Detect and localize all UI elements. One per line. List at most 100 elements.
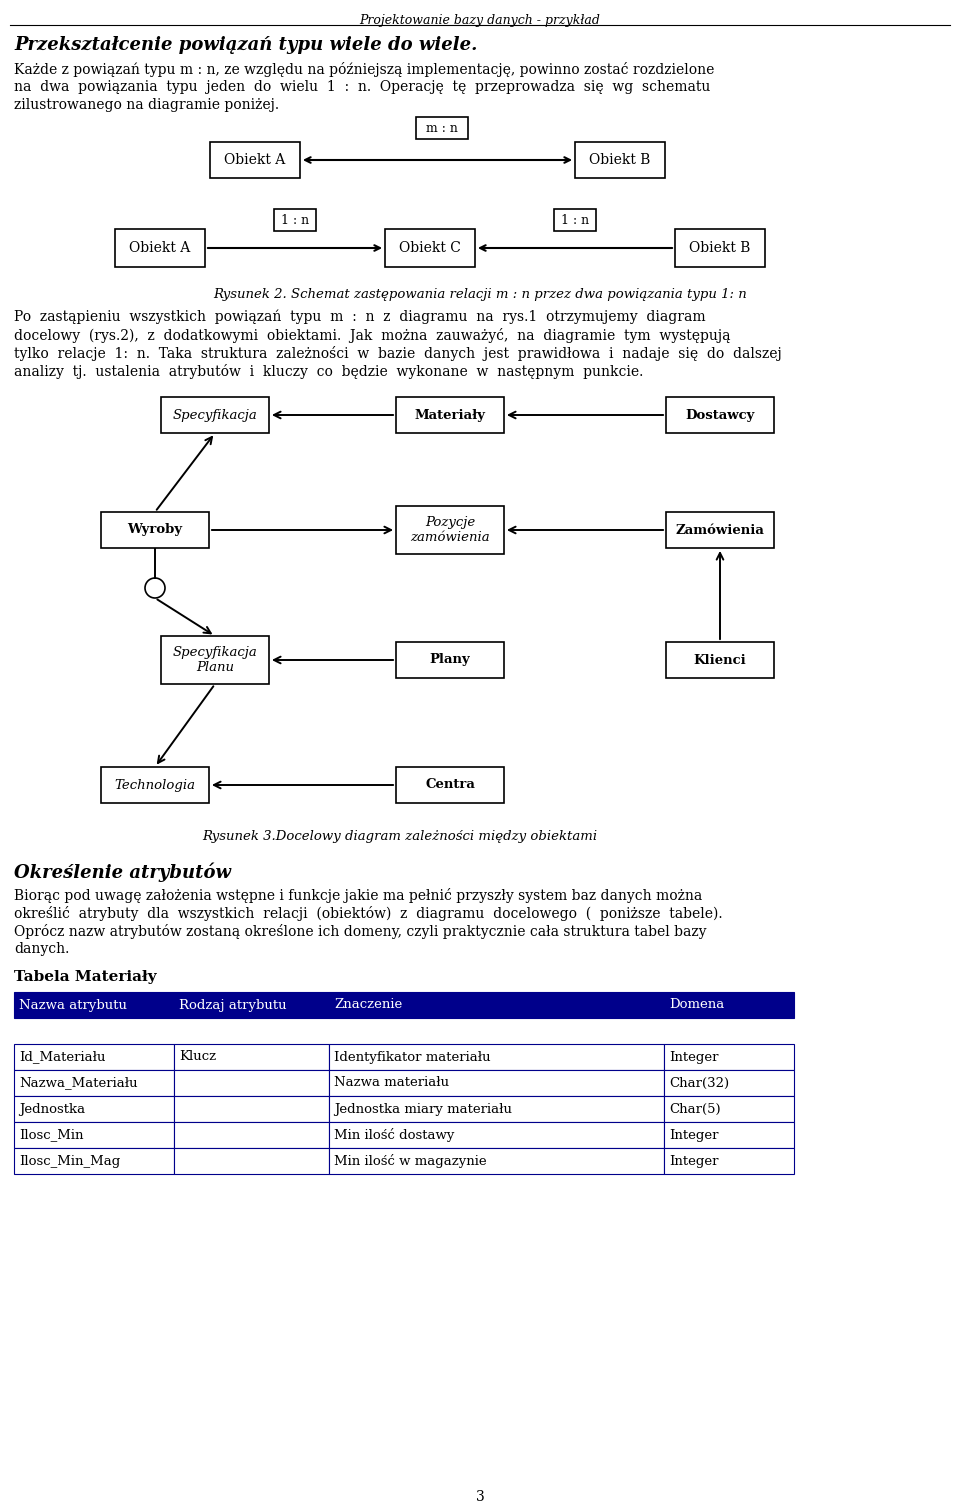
Text: Każde z powiązań typu m : n, ze względu na późniejszą implementację, powinno zos: Każde z powiązań typu m : n, ze względu … [14,62,714,77]
Text: Rodzaj atrybutu: Rodzaj atrybutu [179,998,287,1012]
Bar [274,208,316,231]
Text: Materiały: Materiały [415,409,486,421]
Bar [14,992,174,1018]
Bar [14,1096,174,1122]
Bar [174,1043,329,1071]
Bar [666,642,774,678]
Bar [210,142,300,178]
Bar [664,1071,794,1096]
Text: Integer: Integer [669,1155,718,1167]
Bar [101,767,209,803]
Text: Plany: Plany [430,654,470,666]
Text: Biorąc pod uwagę założenia wstępne i funkcje jakie ma pełnić przyszły system baz: Biorąc pod uwagę założenia wstępne i fun… [14,888,703,903]
Bar [329,1043,664,1071]
Text: Id_Materiału: Id_Materiału [19,1051,106,1063]
Text: Domena: Domena [669,998,724,1012]
Text: 1 : n: 1 : n [561,213,589,226]
Text: Min ilość w magazynie: Min ilość w magazynie [334,1154,487,1169]
Bar [329,1071,664,1096]
Text: Obiekt C: Obiekt C [399,242,461,255]
Text: Projektowanie bazy danych - przykład: Projektowanie bazy danych - przykład [360,14,600,27]
Text: danych.: danych. [14,942,69,956]
Text: Jednostka miary materiału: Jednostka miary materiału [334,1102,512,1116]
Text: Obiekt A: Obiekt A [225,153,286,168]
Text: docelowy  (rys.2),  z  dodatkowymi  obiektami.  Jak  można  zauważyć,  na  diagr: docelowy (rys.2), z dodatkowymi obiektam… [14,328,731,343]
Bar [396,397,504,433]
Text: Oprócz nazw atrybutów zostaną określone ich domeny, czyli praktycznie cała struk: Oprócz nazw atrybutów zostaną określone … [14,924,707,939]
Bar [416,116,468,139]
Text: Integer: Integer [669,1051,718,1063]
Bar [101,512,209,548]
Text: Wyroby: Wyroby [128,524,182,536]
Text: Jednostka: Jednostka [19,1102,85,1116]
Text: Dostawcy: Dostawcy [685,409,755,421]
Text: m : n: m : n [426,121,458,134]
Text: zilustrowanego na diagramie poniżej.: zilustrowanego na diagramie poniżej. [14,98,279,112]
Text: Char(32): Char(32) [669,1077,730,1090]
Text: Nazwa materiału: Nazwa materiału [334,1077,449,1090]
Text: Zamówienia: Zamówienia [676,524,764,536]
Text: Tabela Materiały: Tabela Materiały [14,969,156,985]
Text: Obiekt A: Obiekt A [130,242,191,255]
Bar [14,1148,174,1173]
Bar [329,1122,664,1148]
Text: Przekształcenie powiązań typu wiele do wiele.: Przekształcenie powiązań typu wiele do w… [14,36,477,54]
Bar [385,230,475,267]
Text: Nazwa_Materiału: Nazwa_Materiału [19,1077,137,1090]
Text: tylko  relacje  1:  n.  Taka  struktura  zależności  w  bazie  danych  jest  pra: tylko relacje 1: n. Taka struktura zależ… [14,346,781,361]
Bar [666,397,774,433]
Bar [329,1148,664,1173]
Text: Rysunek 2. Schemat zastępowania relacji m : n przez dwa powiązania typu 1: n: Rysunek 2. Schemat zastępowania relacji … [213,288,747,300]
Text: analizy  tj.  ustalenia  atrybutów  i  kluczy  co  będzie  wykonane  w  następny: analizy tj. ustalenia atrybutów i kluczy… [14,364,643,379]
Bar [329,1096,664,1122]
Bar [664,1122,794,1148]
Bar [675,230,765,267]
Bar [664,1148,794,1173]
Text: Obiekt B: Obiekt B [589,153,651,168]
Bar [396,506,504,554]
Bar [174,1122,329,1148]
Bar [575,142,665,178]
Text: Klienci: Klienci [694,654,746,666]
Text: Centra: Centra [425,779,475,791]
Text: 1 : n: 1 : n [281,213,309,226]
Bar [14,1043,174,1071]
Bar [14,1122,174,1148]
Bar [174,1071,329,1096]
Text: Obiekt B: Obiekt B [689,242,751,255]
Bar [329,992,664,1018]
Text: Klucz: Klucz [179,1051,216,1063]
Text: Min ilość dostawy: Min ilość dostawy [334,1128,454,1142]
Bar [174,992,329,1018]
Text: Nazwa atrybutu: Nazwa atrybutu [19,998,127,1012]
Text: Technologia: Technologia [114,779,196,791]
Text: Określenie atrybutów: Określenie atrybutów [14,862,231,882]
Text: Ilosc_Min_Mag: Ilosc_Min_Mag [19,1155,120,1167]
Bar [396,642,504,678]
Bar [664,1043,794,1071]
Text: Specyfikacja: Specyfikacja [173,409,257,421]
Text: 3: 3 [475,1490,485,1504]
Text: Identyfikator materiału: Identyfikator materiału [334,1051,491,1063]
Text: Znaczenie: Znaczenie [334,998,402,1012]
Bar [174,1096,329,1122]
Bar [396,767,504,803]
Text: Po  zastąpieniu  wszystkich  powiązań  typu  m  :  n  z  diagramu  na  rys.1  ot: Po zastąpieniu wszystkich powiązań typu … [14,310,706,325]
Bar [666,512,774,548]
Bar [115,230,205,267]
Bar [14,1071,174,1096]
Text: Specyfikacja
Planu: Specyfikacja Planu [173,646,257,673]
Text: na  dwa  powiązania  typu  jeden  do  wielu  1  :  n.  Operację  tę  przeprowadz: na dwa powiązania typu jeden do wielu 1 … [14,80,710,94]
Bar [664,992,794,1018]
Text: Ilosc_Min: Ilosc_Min [19,1128,84,1142]
Text: określić  atrybuty  dla  wszystkich  relacji  (obiektów)  z  diagramu  doceloweg: określić atrybuty dla wszystkich relacji… [14,906,723,921]
Text: Integer: Integer [669,1128,718,1142]
Bar [174,1148,329,1173]
Bar [554,208,596,231]
Bar [664,1096,794,1122]
Text: Char(5): Char(5) [669,1102,721,1116]
Text: Pozycje
zamówienia: Pozycje zamówienia [410,516,490,544]
Bar [161,636,269,684]
Bar [161,397,269,433]
Text: Rysunek 3.Docelowy diagram zależności między obiektami: Rysunek 3.Docelowy diagram zależności mi… [203,831,597,843]
